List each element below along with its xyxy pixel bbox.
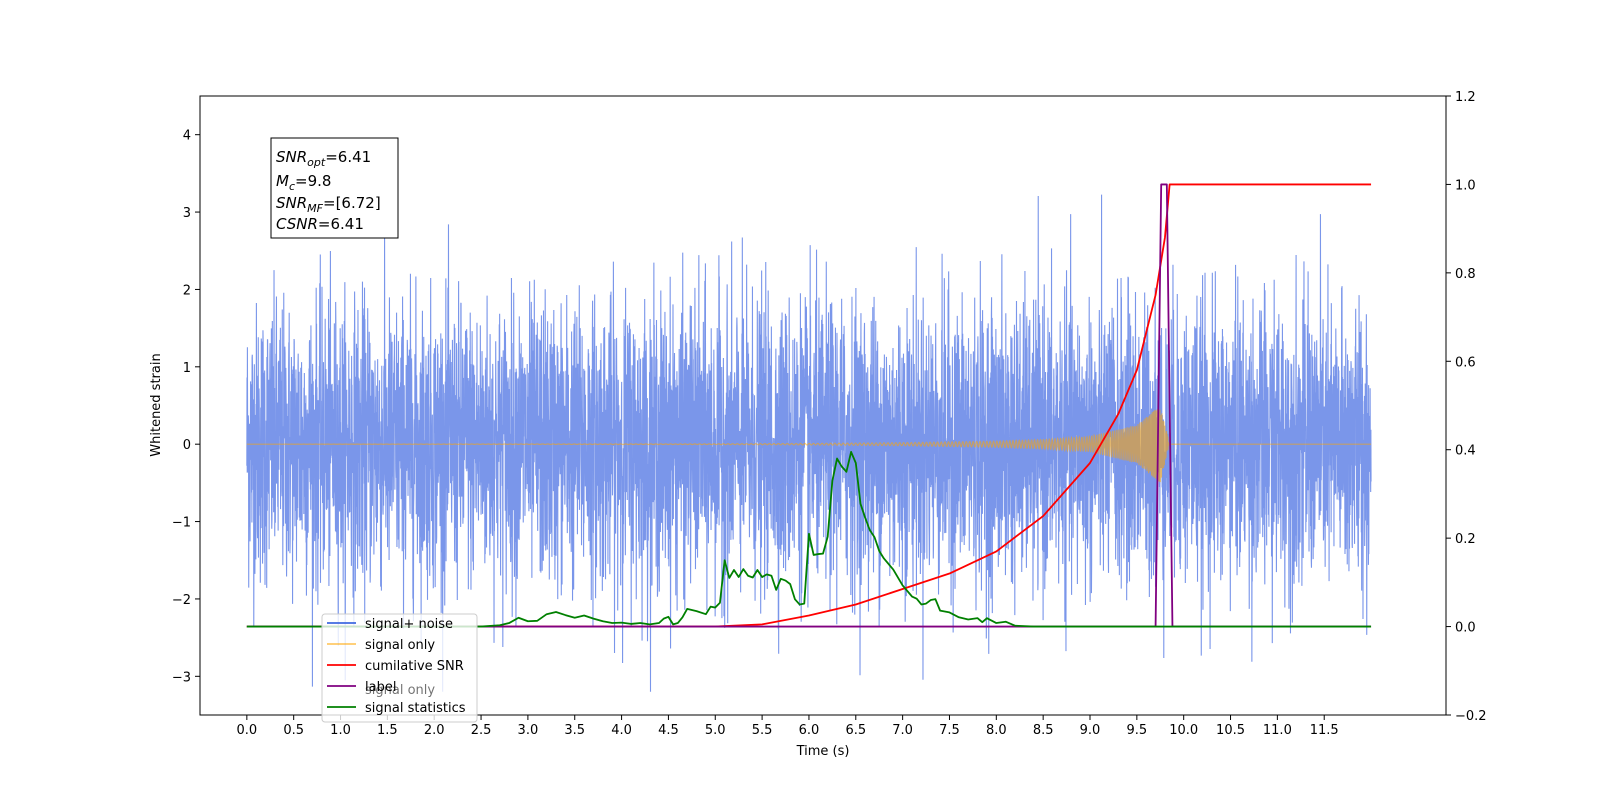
legend-frame [321,613,478,723]
legend-hidden-text: signal only [365,683,435,698]
x-tick-label: 9.0 [1080,723,1101,738]
x-tick-label: 0.0 [236,723,257,738]
x-tick-label: 10.5 [1216,723,1245,738]
x-tick-label: 0.5 [283,723,304,738]
stats-annotation-box: SNRopt=6.41 Mc=9.8 SNRMF=[6.72] CSNR=6.4… [270,137,399,239]
right-y-tick-label: 0.8 [1455,267,1476,282]
x-tick-label: 7.5 [939,723,960,738]
right-y-tick-label: −0.2 [1455,709,1487,724]
x-tick-label: 10.0 [1169,723,1198,738]
left-y-tick-label: 4 [183,129,191,144]
series-signal-plus-noise [246,194,1372,692]
csnr-line: CSNR=6.41 [276,215,364,233]
x-tick-label: 1.0 [330,723,351,738]
plot-frame [199,95,1447,716]
x-tick-label: 3.5 [564,723,585,738]
x-tick-label: 8.0 [986,723,1007,738]
series-layer [246,183,1372,692]
legend-label: signal only [365,638,435,653]
x-tick-label: 2.0 [424,723,445,738]
x-tick-label: 8.5 [1033,723,1054,738]
right-y-tick-label: 0.4 [1455,444,1476,459]
x-tick-label: 5.0 [705,723,726,738]
series-signal-statistics [246,451,1372,628]
x-tick-label: 6.0 [799,723,820,738]
right-y-tick-label: 0.6 [1455,355,1476,370]
legend-label: cumilative SNR [365,659,464,674]
legend: signal only signal+ noise signal only cumi… [321,613,478,723]
legend-label: signal statistics [365,701,466,716]
left-y-tick-label: 1 [183,361,191,376]
left-y-tick-label: −3 [172,670,191,685]
x-tick-label: 4.0 [611,723,632,738]
left-y-axis-label: Whitened strain [149,353,164,456]
right-y-tick-label: 1.0 [1455,178,1476,193]
left-y-tick-label: −1 [172,516,191,531]
legend-label: label [365,680,396,695]
right-y-axis-ticks: −0.2 0.0 0.2 0.4 0.6 0.8 1.0 1.2 [1446,90,1487,724]
x-axis-label: Time (s) [796,744,850,759]
series-signal-only [246,409,1372,483]
snr-opt-line: SNRopt=6.41 [276,148,371,169]
x-tick-label: 7.0 [892,723,913,738]
left-y-tick-label: 3 [183,206,191,221]
chirp-mass-line: Mc=9.8 [276,172,331,193]
x-tick-label: 5.5 [752,723,773,738]
x-tick-label: 2.5 [471,723,492,738]
stats-box-frame [270,137,399,239]
legend-label: signal+ noise [365,617,453,632]
x-tick-label: 3.0 [518,723,539,738]
x-tick-label: 1.5 [377,723,398,738]
x-tick-label: 11.5 [1310,723,1339,738]
chirp-mass-value: 9.8 [308,172,332,190]
left-y-tick-label: −2 [172,593,191,608]
snr-mf-line: SNRMF=[6.72] [276,194,381,215]
left-y-tick-label: 2 [183,283,191,298]
x-tick-label: 11.0 [1263,723,1292,738]
csnr-value: 6.41 [331,215,364,233]
right-y-tick-label: 0.0 [1455,621,1476,636]
right-y-tick-label: 1.2 [1455,90,1476,105]
left-y-tick-label: 0 [183,438,191,453]
snr-opt-value: 6.41 [338,148,371,166]
x-tick-label: 9.5 [1126,723,1147,738]
x-tick-label: 6.5 [845,723,866,738]
x-axis-ticks: 0.0 0.5 1.0 1.5 2.0 2.5 3.0 3.5 4.0 4.5 5.0 5.5 6.0 6… [236,715,1339,738]
snr-mf-value: [6.72] [336,194,381,212]
x-tick-label: 4.5 [658,723,679,738]
legend-entries: signal+ noise signal only cumilative SNR la… [327,617,466,716]
right-y-tick-label: 0.2 [1455,532,1476,547]
left-y-axis-ticks: −3 −2 −1 0 1 2 3 4 [172,129,200,685]
